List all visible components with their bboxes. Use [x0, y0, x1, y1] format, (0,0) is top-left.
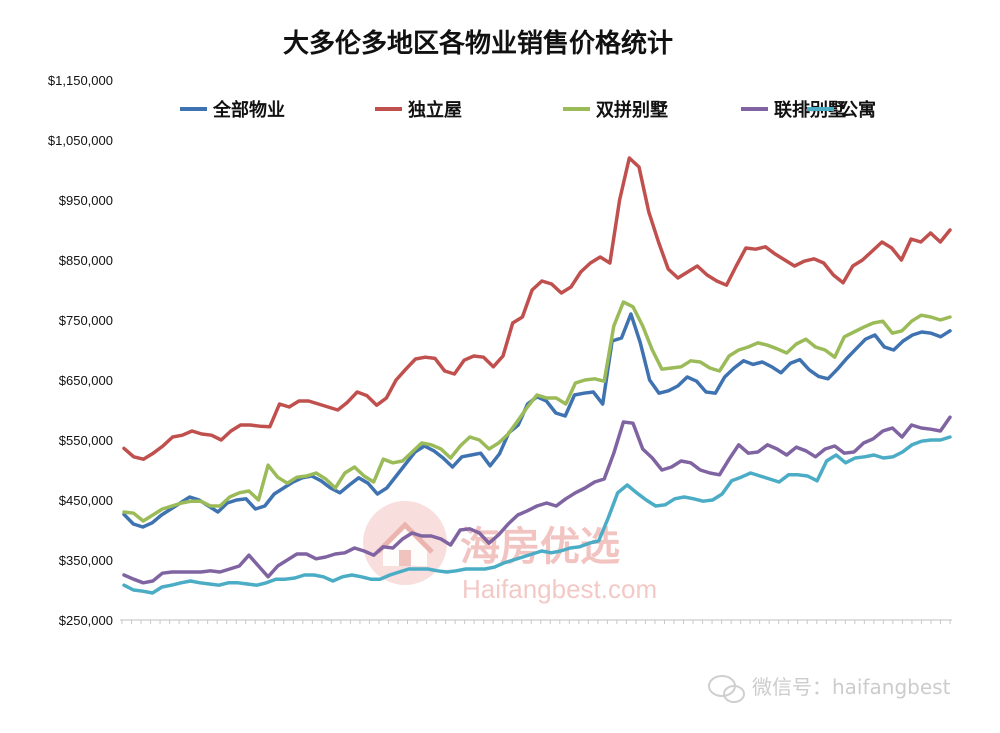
- y-tick-label: $650,000: [59, 373, 113, 388]
- legend-label: 独立屋: [408, 99, 462, 121]
- y-axis: $250,000 $350,000 $450,000 $550,000 $650,000…: [48, 73, 113, 628]
- wechat-icon: [708, 675, 745, 703]
- chart-title: 大多伦多地区各物业销售价格统计: [283, 28, 673, 59]
- series-line-5: [122, 435, 952, 595]
- watermark-site-text: Haifangbest.com: [462, 574, 657, 604]
- series-line-1: [122, 312, 952, 529]
- legend: 全部物业独立屋双拼别墅联排别墅公寓: [180, 99, 876, 121]
- wechat-mark: 微信号：haifangbest: [708, 675, 951, 703]
- y-tick-label: $750,000: [59, 313, 113, 328]
- y-tick-label: $350,000: [59, 553, 113, 568]
- legend-label: 公寓: [840, 99, 876, 121]
- y-tick-label: $250,000: [59, 613, 113, 628]
- y-tick-label: $950,000: [59, 193, 113, 208]
- legend-label: 全部物业: [212, 99, 285, 121]
- y-tick-label: $850,000: [59, 253, 113, 268]
- series-line-4: [122, 415, 952, 585]
- series-line-3: [122, 300, 952, 523]
- x-axis-ticks: [121, 620, 951, 624]
- watermark-logo-text: 海房优选: [460, 524, 620, 570]
- house-logo-icon: [363, 501, 447, 585]
- y-tick-label: $1,150,000: [48, 73, 113, 88]
- watermark: 海房优选 Haifangbest.com: [363, 501, 657, 604]
- y-tick-label: $1,050,000: [48, 133, 113, 148]
- y-tick-label: $450,000: [59, 493, 113, 508]
- wechat-mark-text: 微信号：haifangbest: [752, 675, 951, 699]
- legend-label: 双拼别墅: [596, 99, 668, 121]
- series-line-2: [122, 156, 952, 461]
- y-tick-label: $550,000: [59, 433, 113, 448]
- series-layer: [122, 156, 952, 595]
